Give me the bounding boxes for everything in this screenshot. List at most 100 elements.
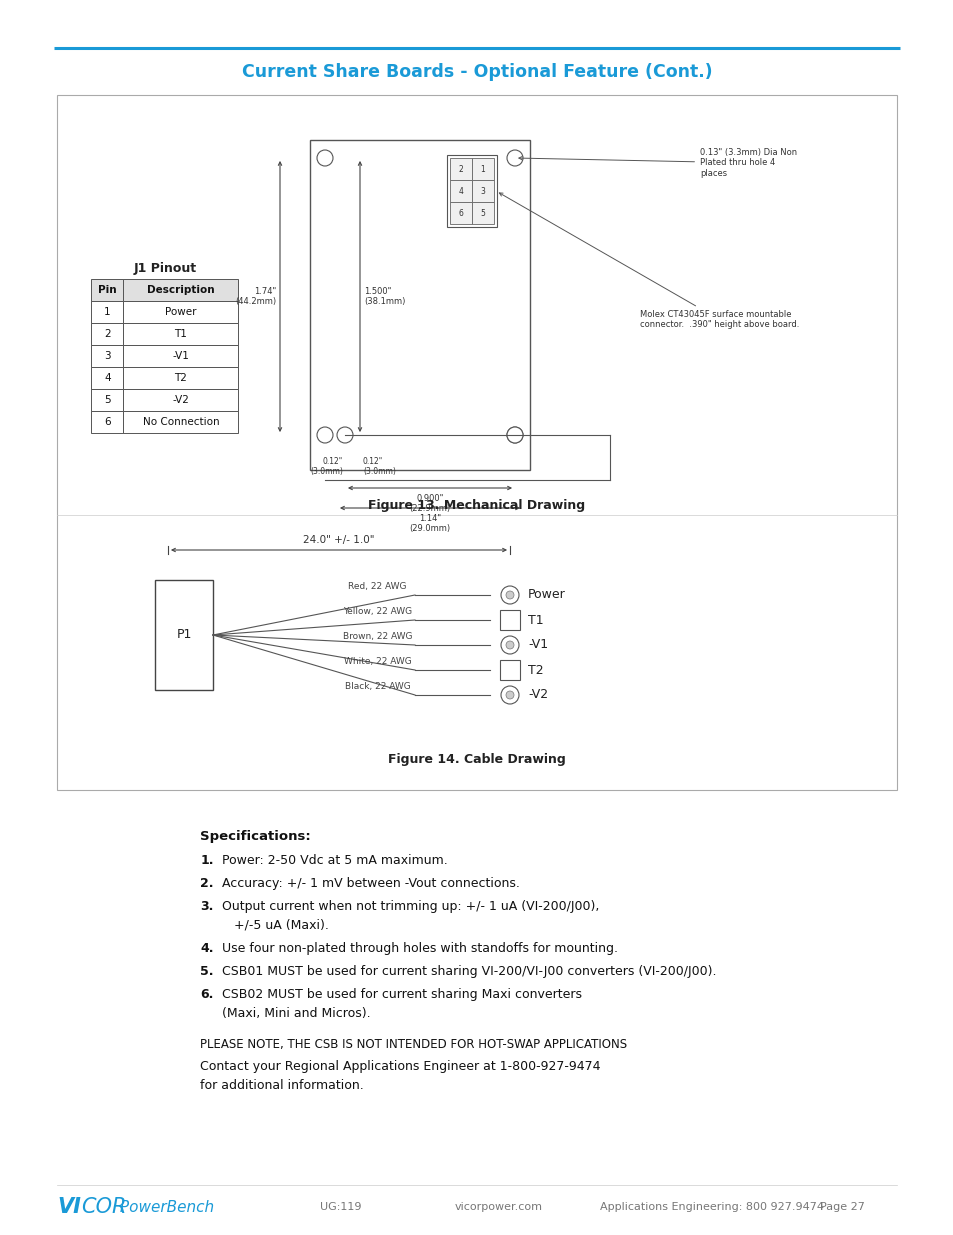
Text: T2: T2 [527, 663, 543, 677]
Text: vicorpower.com: vicorpower.com [455, 1202, 542, 1212]
Text: Figure 14. Cable Drawing: Figure 14. Cable Drawing [388, 753, 565, 767]
Text: PowerBench: PowerBench [115, 1199, 213, 1214]
Text: T1: T1 [174, 329, 187, 338]
Bar [91, 301, 123, 324]
Text: CSB01 MUST be used for current sharing VI-200/VI-J00 converters (VI-200/J00).: CSB01 MUST be used for current sharing V… [222, 965, 716, 978]
Bar [123, 279, 238, 301]
Text: -V2: -V2 [527, 688, 548, 701]
Text: Brown, 22 AWG: Brown, 22 AWG [342, 632, 412, 641]
Text: Power: Power [165, 308, 196, 317]
Circle shape [506, 427, 522, 443]
Bar [472, 158, 494, 180]
Bar [123, 367, 238, 389]
Text: Output current when not trimming up: +/- 1 uA (VI-200/J00),: Output current when not trimming up: +/-… [222, 900, 598, 913]
Bar [450, 203, 472, 224]
Text: (Maxi, Mini and Micros).: (Maxi, Mini and Micros). [222, 1007, 370, 1020]
Text: Yellow, 22 AWG: Yellow, 22 AWG [343, 606, 412, 616]
Text: No Connection: No Connection [143, 417, 219, 427]
Text: 6: 6 [458, 209, 463, 217]
Circle shape [505, 592, 514, 599]
Text: Red, 22 AWG: Red, 22 AWG [348, 582, 407, 592]
Text: 1.: 1. [200, 853, 213, 867]
Circle shape [505, 641, 514, 650]
Text: 1.500"
(38.1mm): 1.500" (38.1mm) [364, 287, 405, 306]
Text: -V1: -V1 [172, 351, 190, 361]
Text: 2.: 2. [200, 877, 213, 890]
Text: 6: 6 [104, 417, 111, 427]
Text: VI: VI [57, 1197, 81, 1216]
Bar [447, 156, 497, 227]
Text: Use four non-plated through holes with standoffs for mounting.: Use four non-plated through holes with s… [222, 942, 618, 955]
Text: 1: 1 [480, 164, 485, 173]
Text: 5: 5 [480, 209, 485, 217]
Bar [91, 389, 123, 411]
Text: Applications Engineering: 800 927.9474: Applications Engineering: 800 927.9474 [599, 1202, 823, 1212]
Text: Accuracy: +/- 1 mV between -Vout connections.: Accuracy: +/- 1 mV between -Vout connect… [222, 877, 519, 890]
Bar [91, 324, 123, 345]
Text: 1: 1 [104, 308, 111, 317]
Text: -V2: -V2 [172, 395, 190, 405]
Text: 6.: 6. [200, 988, 213, 1002]
Text: Contact your Regional Applications Engineer at 1-800-927-9474: Contact your Regional Applications Engin… [200, 1060, 599, 1073]
Text: CSB02 MUST be used for current sharing Maxi converters: CSB02 MUST be used for current sharing M… [222, 988, 581, 1002]
Bar [154, 580, 213, 690]
Circle shape [316, 427, 333, 443]
Text: Figure 13. Mechanical Drawing: Figure 13. Mechanical Drawing [368, 499, 585, 511]
Text: 1.74"
(44.2mm): 1.74" (44.2mm) [234, 287, 275, 306]
Bar [310, 140, 530, 471]
Circle shape [506, 427, 522, 443]
Text: P1: P1 [176, 629, 192, 641]
Text: Black, 22 AWG: Black, 22 AWG [344, 682, 410, 692]
Text: T1: T1 [527, 614, 543, 626]
Text: Description: Description [147, 285, 214, 295]
Text: 0.12"
(3.0mm): 0.12" (3.0mm) [310, 457, 343, 475]
Text: Pin: Pin [98, 285, 116, 295]
Text: 4: 4 [458, 186, 463, 195]
Circle shape [316, 149, 333, 165]
Text: 4.: 4. [200, 942, 213, 955]
Text: 0.12"
(3.0mm): 0.12" (3.0mm) [363, 457, 395, 475]
Circle shape [505, 692, 514, 699]
Circle shape [506, 149, 522, 165]
Circle shape [500, 636, 518, 655]
Bar [123, 389, 238, 411]
Bar [123, 411, 238, 433]
Text: 0.900"
(22.9mm): 0.900" (22.9mm) [409, 494, 450, 514]
Bar [123, 324, 238, 345]
Text: for additional information.: for additional information. [200, 1079, 363, 1092]
Text: -V1: -V1 [527, 638, 548, 652]
Bar [91, 411, 123, 433]
Text: COR: COR [81, 1197, 127, 1216]
Bar [499, 659, 519, 680]
Text: 24.0" +/- 1.0": 24.0" +/- 1.0" [303, 535, 375, 545]
Text: Power: Power [527, 589, 565, 601]
Text: 5: 5 [104, 395, 111, 405]
Text: Specifications:: Specifications: [200, 830, 311, 844]
Bar [472, 180, 494, 203]
Text: UG:119: UG:119 [319, 1202, 361, 1212]
Text: 0.13" (3.3mm) Dia Non
Plated thru hole 4
places: 0.13" (3.3mm) Dia Non Plated thru hole 4… [518, 148, 797, 178]
Bar [123, 301, 238, 324]
Text: Page 27: Page 27 [820, 1202, 864, 1212]
Text: Molex CT43045F surface mountable
connector.  .390" height above board.: Molex CT43045F surface mountable connect… [498, 193, 799, 330]
Text: 2: 2 [104, 329, 111, 338]
Text: 3: 3 [480, 186, 485, 195]
Circle shape [336, 427, 353, 443]
Text: T2: T2 [174, 373, 187, 383]
Bar [57, 95, 896, 790]
Text: Power: 2-50 Vdc at 5 mA maximum.: Power: 2-50 Vdc at 5 mA maximum. [222, 853, 447, 867]
Text: Current Share Boards - Optional Feature (Cont.): Current Share Boards - Optional Feature … [241, 63, 712, 82]
Text: PLEASE NOTE, THE CSB IS NOT INTENDED FOR HOT-SWAP APPLICATIONS: PLEASE NOTE, THE CSB IS NOT INTENDED FOR… [200, 1037, 626, 1051]
Circle shape [500, 685, 518, 704]
Bar [91, 279, 123, 301]
Text: 2: 2 [458, 164, 463, 173]
Bar [450, 158, 472, 180]
Text: 1.14"
(29.0mm): 1.14" (29.0mm) [409, 514, 450, 534]
Text: 5.: 5. [200, 965, 213, 978]
Text: 4: 4 [104, 373, 111, 383]
Circle shape [500, 585, 518, 604]
Bar [472, 203, 494, 224]
Bar [450, 180, 472, 203]
Bar [91, 367, 123, 389]
Bar [123, 345, 238, 367]
